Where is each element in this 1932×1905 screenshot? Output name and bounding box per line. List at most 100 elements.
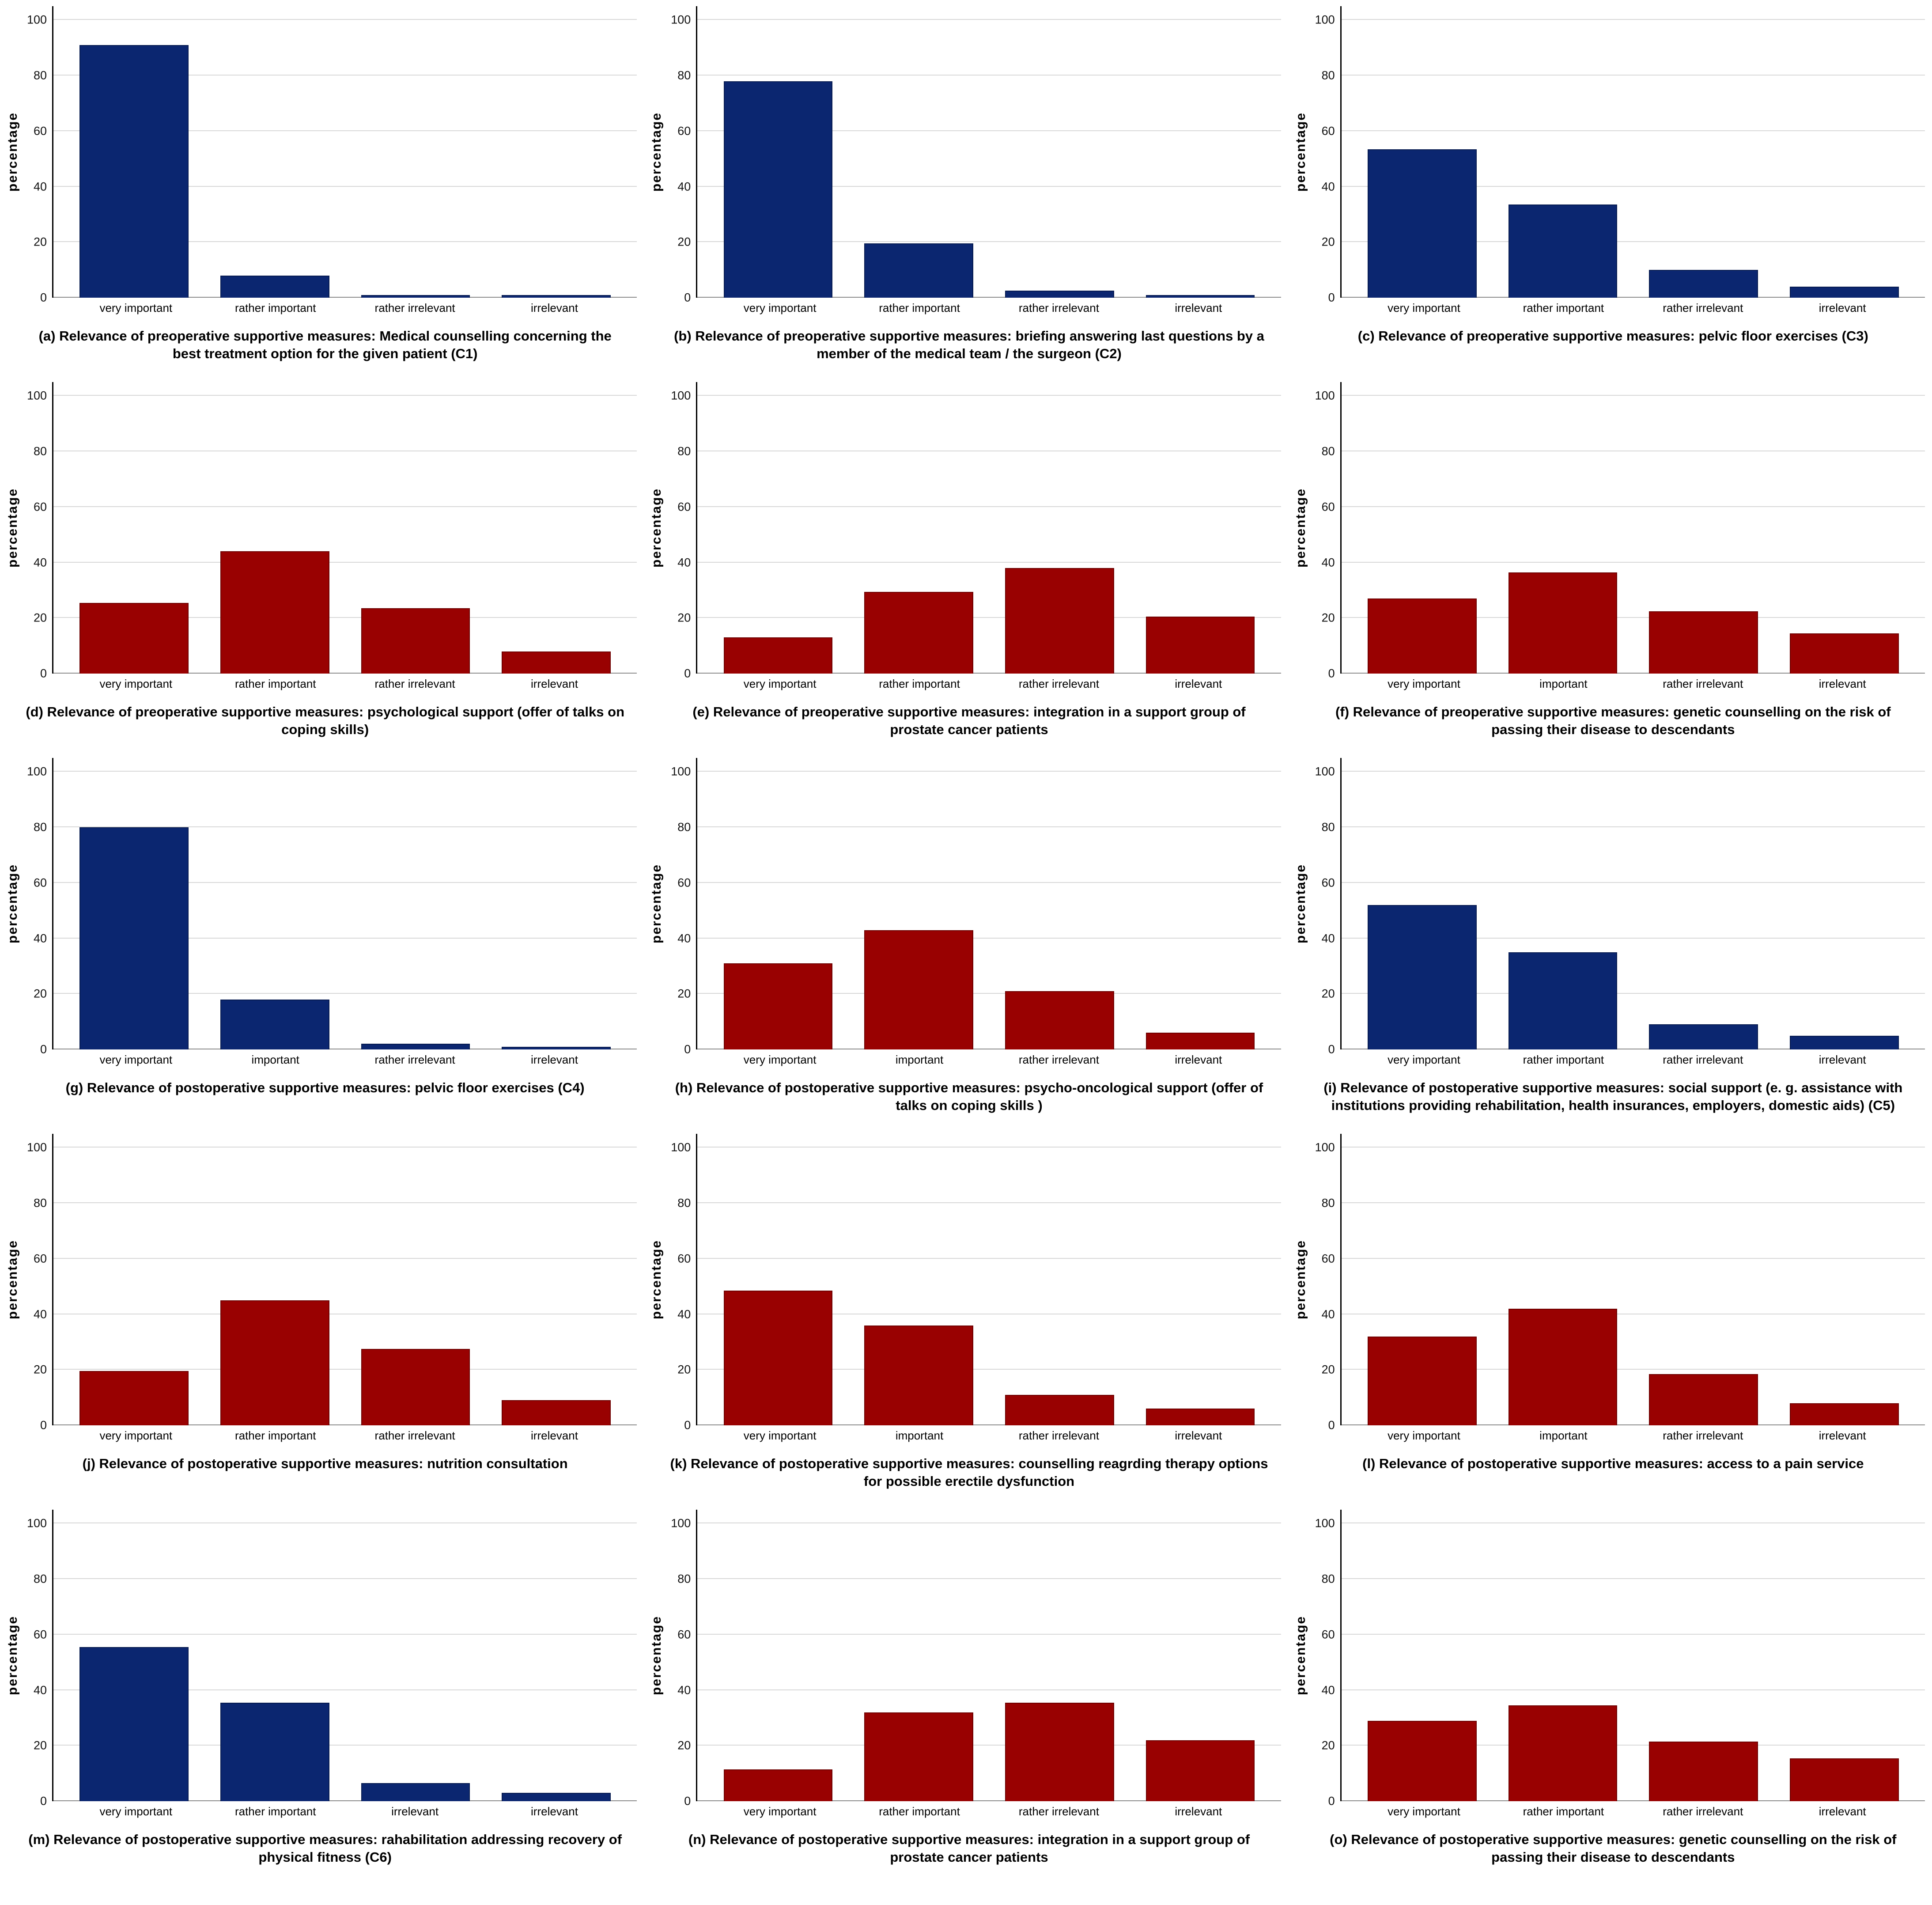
y-tick-label: 40 [33, 180, 47, 193]
y-tick-label: 100 [671, 389, 691, 402]
bar-rather-irrelevant [361, 1349, 470, 1425]
y-tick-label: 80 [33, 820, 47, 834]
y-axis-tick-labels: 0 20 40 60 80 100 [667, 382, 696, 679]
y-tick-label: 60 [1321, 1628, 1335, 1641]
y-tick-label: 80 [1321, 1196, 1335, 1210]
y-tick-label: 100 [26, 1140, 47, 1154]
gridline [53, 1369, 637, 1370]
gridline [697, 1369, 1281, 1370]
y-tick-label: 0 [40, 667, 47, 680]
y-tick-label: 20 [1321, 611, 1335, 625]
y-axis-title: percentage [5, 1615, 20, 1696]
x-axis-labels: very important rather important rather irr… [697, 298, 1281, 315]
chart-caption: (e) Relevance of preoperative supportive… [692, 704, 1246, 737]
gridline [697, 882, 1281, 883]
x-axis-line [697, 297, 1281, 298]
y-tick-label: 60 [677, 876, 691, 890]
y-tick-label: 60 [677, 1252, 691, 1265]
chart-caption: (b) Relevance of preoperative supportive… [674, 328, 1264, 361]
gridline [697, 1633, 1281, 1635]
bars-group [697, 758, 1281, 1049]
x-tick-label: rather irrelevant [1018, 677, 1099, 690]
bar-chart-panel: percentage 0 20 40 60 80 100 very important ra… [0, 376, 644, 752]
bar-irrelevant [502, 1046, 611, 1049]
bar-irrelevant [502, 1400, 611, 1425]
chart-body: percentage 0 20 40 60 80 100 [647, 758, 1281, 1055]
x-axis-labels: very important rather important rather irr… [1342, 1049, 1925, 1067]
x-tick-label: rather irrelevant [1018, 301, 1099, 314]
x-tick-label: very important [1388, 1053, 1460, 1066]
bar-very-important [723, 1291, 833, 1425]
gridline [697, 1202, 1281, 1204]
gridline [53, 1522, 637, 1524]
bars-group [1342, 382, 1925, 674]
x-tick-label: very important [99, 1053, 173, 1066]
x-tick-label: irrelevant [1175, 677, 1222, 690]
x-axis-labels: very important important rather irrelevant… [697, 1049, 1281, 1067]
x-tick-label: very important [743, 301, 817, 314]
x-tick-label: very important [1388, 301, 1460, 314]
y-tick-label: 60 [1321, 500, 1335, 514]
x-tick-label: irrelevant [531, 1805, 578, 1818]
y-axis-title: percentage [1293, 1615, 1308, 1696]
y-tick-label: 40 [677, 932, 691, 945]
x-tick-label: important [251, 1053, 299, 1066]
gridline [53, 1633, 637, 1635]
bar-rather-important [864, 1712, 973, 1801]
chart-body: percentage 0 20 40 60 80 100 [1291, 382, 1925, 679]
bar-irrelevant [361, 1783, 470, 1801]
bars-group [697, 1510, 1281, 1801]
x-tick-label: rather irrelevant [1663, 1053, 1743, 1066]
y-tick-label: 80 [33, 1196, 47, 1210]
gridline [1341, 826, 1925, 828]
gridline [1341, 1633, 1925, 1635]
gridline [697, 395, 1281, 396]
y-tick-label: 40 [33, 1683, 47, 1697]
chart-caption: (d) Relevance of preoperative supportive… [26, 704, 625, 737]
gridline [697, 993, 1281, 994]
y-tick-label: 20 [33, 611, 47, 625]
bar-chart-panel: percentage 0 20 40 60 80 100 very important im… [644, 752, 1288, 1128]
gridline [1341, 1745, 1925, 1746]
x-axis-line [697, 1800, 1281, 1801]
bar-rather-important [220, 1300, 329, 1425]
gridline [697, 1689, 1281, 1690]
x-tick-label: irrelevant [1175, 1805, 1222, 1818]
plot-area [696, 6, 1281, 298]
y-tick-label: 80 [1321, 1572, 1335, 1586]
gridline [697, 1147, 1281, 1148]
gridline [697, 1257, 1281, 1259]
bars-group [1342, 6, 1925, 298]
bar-important [1508, 1309, 1618, 1425]
y-tick-label: 80 [677, 1572, 691, 1586]
y-tick-label: 100 [26, 1516, 47, 1530]
chart-caption: (a) Relevance of preoperative supportive… [38, 328, 612, 361]
x-axis-labels: very important rather important rather irr… [697, 1801, 1281, 1818]
gridline [1341, 561, 1925, 563]
gridline [53, 561, 637, 563]
y-tick-label: 20 [33, 987, 47, 1000]
gridline [53, 771, 637, 772]
chart-caption: (g) Relevance of postoperative supportiv… [65, 1080, 585, 1095]
x-tick-label: rather important [1523, 1053, 1604, 1066]
bars-group [53, 1510, 637, 1801]
y-axis-title: percentage [1293, 488, 1308, 568]
chart-caption: (o) Relevance of postoperative supportiv… [1330, 1832, 1897, 1865]
chart-caption: (f) Relevance of preoperative supportive… [1335, 704, 1891, 737]
chart-body: percentage 0 20 40 60 80 100 [3, 382, 637, 679]
x-tick-label: rather irrelevant [1663, 677, 1743, 690]
y-tick-label: 20 [677, 1738, 691, 1752]
y-tick-label: 0 [1328, 291, 1335, 304]
x-axis-line [697, 1424, 1281, 1425]
gridline [53, 882, 637, 883]
bar-important [864, 1325, 973, 1425]
bar-rather-irrelevant [361, 1044, 470, 1049]
gridline [1341, 75, 1925, 76]
chart-body: percentage 0 20 40 60 80 100 [647, 1510, 1281, 1807]
bar-very-important [1368, 1720, 1477, 1801]
chart-body: percentage 0 20 40 60 80 100 [1291, 758, 1925, 1055]
bar-irrelevant [502, 295, 611, 298]
bar-rather-important [1508, 1705, 1618, 1801]
chart-body: percentage 0 20 40 60 80 100 [647, 382, 1281, 679]
